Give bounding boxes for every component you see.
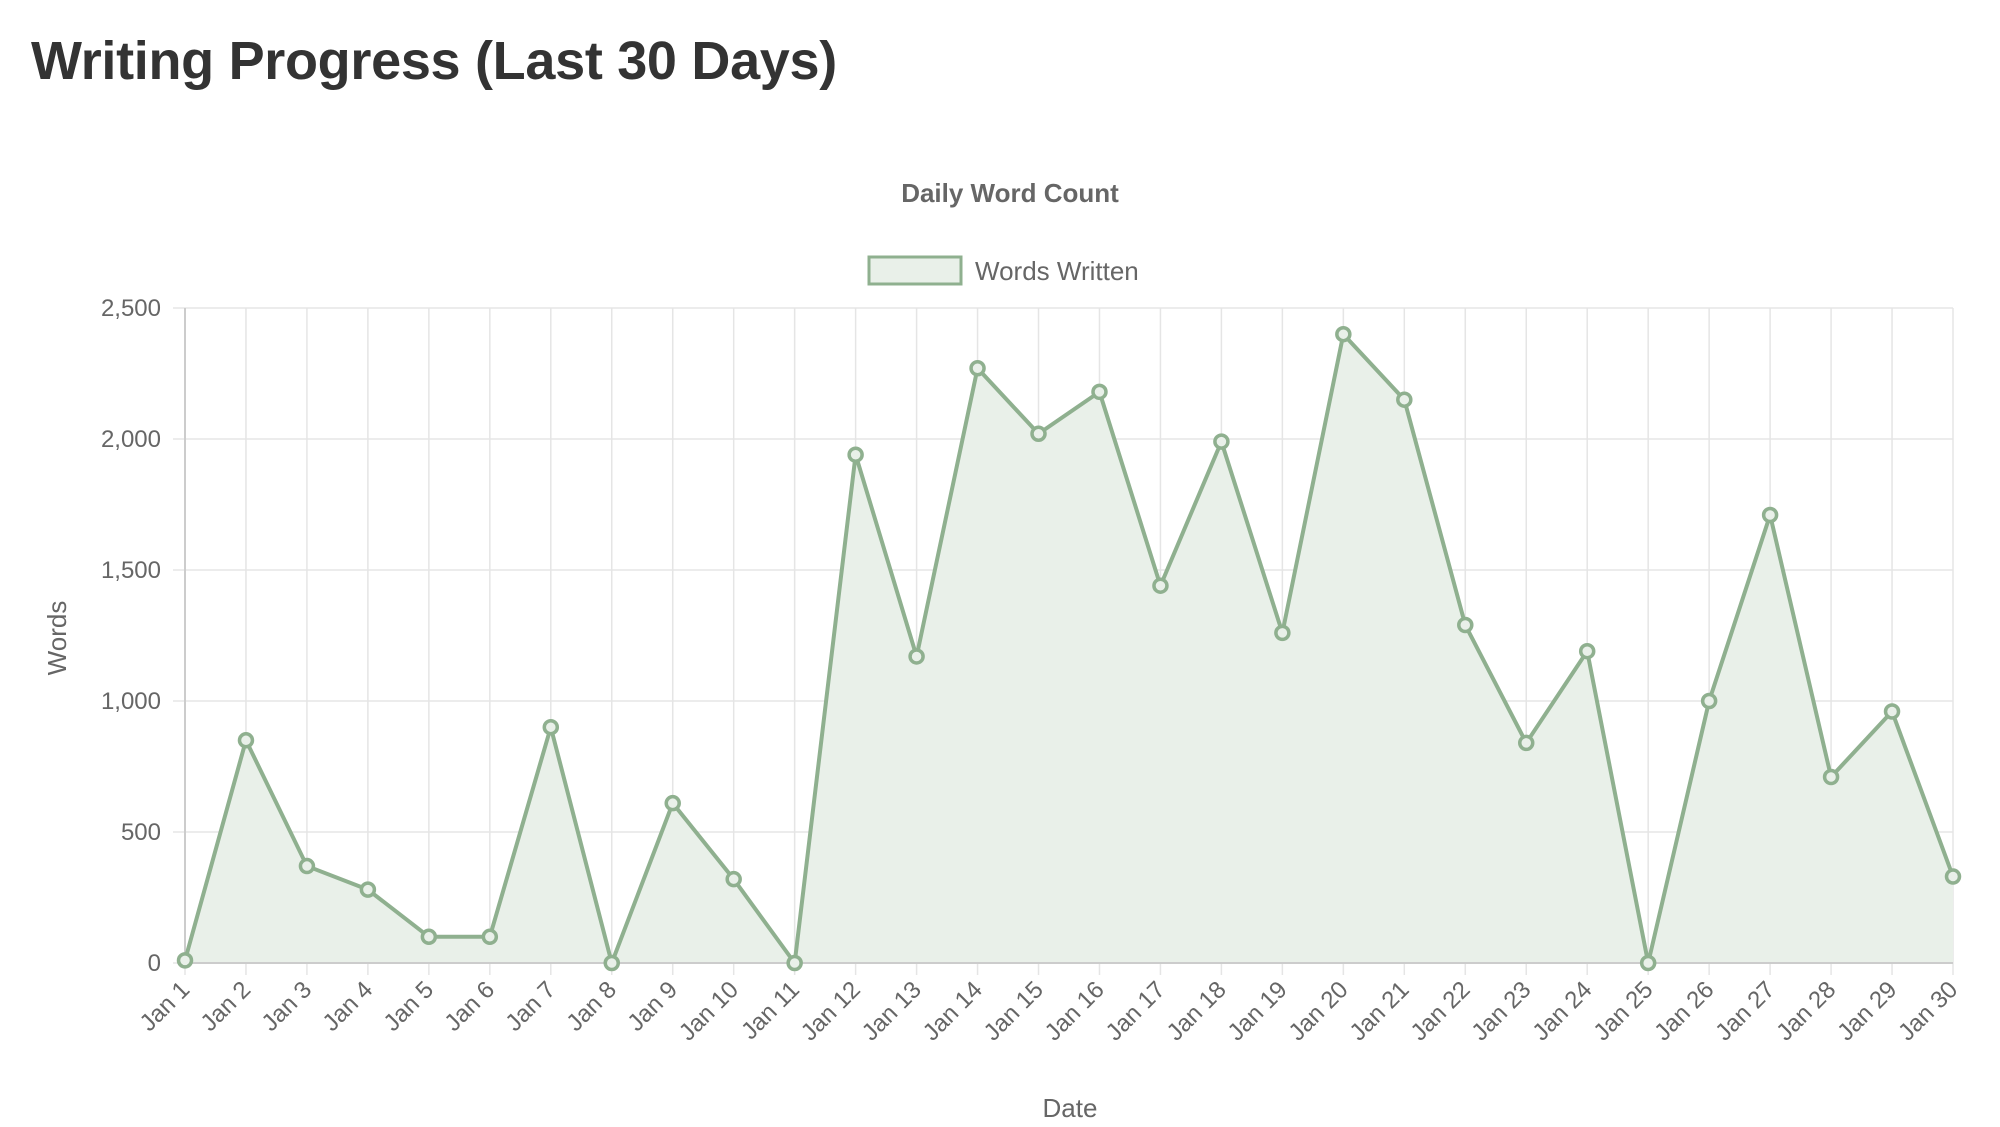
data-point[interactable]: [1030, 425, 1047, 443]
x-tick-label: Jan 11: [736, 976, 805, 1045]
data-point[interactable]: [1274, 624, 1291, 642]
x-tick-label: Jan 19: [1223, 976, 1293, 1046]
x-tick-label: Jan 7: [500, 976, 561, 1037]
x-tick-label: Jan 20: [1284, 976, 1354, 1046]
y-tick-label: 1,000: [101, 688, 161, 715]
data-point[interactable]: [1944, 868, 1962, 885]
series-area: [185, 334, 1953, 963]
x-tick-label: Jan 18: [1162, 976, 1232, 1046]
x-tick-label: Jan 29: [1832, 976, 1902, 1046]
data-point[interactable]: [420, 928, 438, 946]
y-tick-label: 1,500: [101, 557, 161, 584]
x-tick-label: Jan 14: [918, 976, 988, 1046]
data-points: [176, 325, 1962, 972]
data-point[interactable]: [1396, 391, 1413, 408]
data-point[interactable]: [1822, 768, 1840, 786]
data-point[interactable]: [298, 857, 316, 875]
data-point[interactable]: [969, 360, 986, 377]
x-tick-label: Jan 25: [1588, 976, 1658, 1046]
page-title: Writing Progress (Last 30 Days): [31, 31, 837, 91]
data-point[interactable]: [1091, 383, 1108, 401]
x-tick-label: Jan 22: [1405, 976, 1475, 1046]
data-point[interactable]: [481, 928, 499, 946]
series-line: [183, 332, 1955, 965]
chart-title: Daily Word Count: [901, 178, 1119, 208]
x-axis-ticks: Jan 1 Jan 2 Jan 3 Jan 4 Jan 5 Jan 6 Jan 7 Jan 8…: [135, 976, 1964, 1046]
x-tick-label: Jan 24: [1527, 976, 1597, 1046]
x-tick-label: Jan 17: [1101, 976, 1171, 1046]
data-point[interactable]: [786, 954, 803, 972]
x-tick-label: Jan 4: [318, 976, 379, 1037]
x-tick-label: Jan 8: [561, 976, 622, 1037]
data-point[interactable]: [1700, 692, 1718, 710]
y-tick-label: 2,500: [101, 295, 161, 322]
x-tick-label: Jan 30: [1893, 976, 1963, 1046]
y-tick-label: 0: [148, 950, 161, 977]
x-tick-label: Jan 15: [979, 976, 1049, 1046]
data-point[interactable]: [176, 952, 194, 969]
data-point[interactable]: [603, 954, 621, 972]
x-tick-label: Jan 10: [674, 976, 744, 1046]
data-point[interactable]: [1883, 703, 1901, 720]
data-point[interactable]: [664, 794, 681, 812]
x-tick-label: Jan 5: [378, 976, 439, 1037]
data-point[interactable]: [1152, 577, 1169, 594]
data-point[interactable]: [847, 446, 864, 463]
legend-swatch[interactable]: [867, 255, 963, 286]
x-tick-label: Jan 23: [1466, 976, 1536, 1046]
data-point[interactable]: [237, 732, 255, 749]
legend-label[interactable]: Words Written: [975, 256, 1139, 286]
x-tick-label: Jan 16: [1040, 976, 1110, 1046]
series-area-fill: [185, 334, 1953, 963]
data-point[interactable]: [1335, 325, 1352, 343]
data-point[interactable]: [1213, 433, 1230, 450]
x-tick-label: Jan 2: [196, 976, 257, 1037]
y-tick-label: 2,000: [101, 426, 161, 453]
legend[interactable]: Words Written: [867, 255, 1139, 286]
data-point[interactable]: [908, 648, 925, 665]
y-axis-title: Words: [42, 601, 72, 676]
data-point[interactable]: [1639, 954, 1657, 972]
series-line-group: [183, 332, 1955, 965]
x-tick-label: Jan 13: [857, 976, 927, 1046]
data-point[interactable]: [542, 718, 560, 736]
data-point[interactable]: [725, 870, 742, 888]
x-tick-label: Jan 12: [796, 976, 866, 1046]
y-axis-ticks: 0 500 1,000 1,500 2,000 2,500: [101, 295, 161, 977]
x-tick-label: Jan 21: [1345, 976, 1415, 1046]
x-tick-label: Jan 27: [1710, 976, 1780, 1046]
data-point[interactable]: [1761, 506, 1779, 524]
data-point[interactable]: [1578, 642, 1596, 660]
data-point[interactable]: [1457, 616, 1474, 634]
y-tick-label: 500: [121, 819, 161, 846]
x-tick-label: Jan 6: [439, 976, 500, 1037]
x-tick-label: Jan 1: [135, 976, 196, 1037]
data-point[interactable]: [359, 881, 377, 898]
x-tick-label: Jan 3: [257, 976, 318, 1037]
x-axis-title: Date: [1043, 1093, 1098, 1123]
axes: [184, 308, 1953, 964]
x-tick-label: Jan 26: [1649, 976, 1719, 1046]
data-point[interactable]: [1517, 734, 1535, 752]
x-tick-label: Jan 28: [1771, 976, 1841, 1046]
